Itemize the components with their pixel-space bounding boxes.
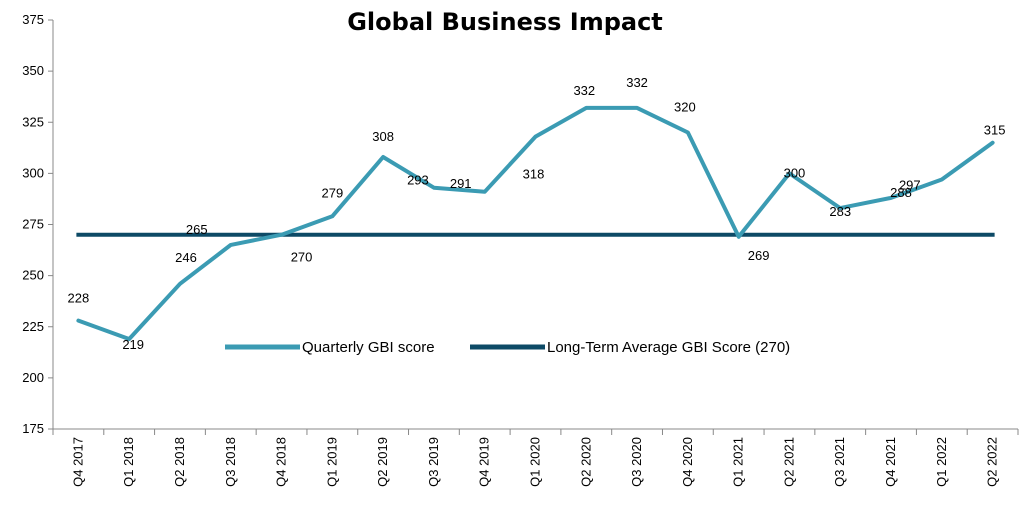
x-tick-label: Q4 2020 (680, 437, 695, 487)
x-tick-label: Q2 2019 (375, 437, 390, 487)
data-label: 288 (890, 185, 912, 200)
data-label: 300 (784, 165, 806, 180)
data-label: 291 (450, 176, 472, 191)
data-label: 315 (984, 123, 1006, 138)
x-tick-label: Q4 2019 (477, 437, 492, 487)
y-axis: 175 200 225 250 275 300 325 350 375 (22, 12, 54, 436)
data-label: 219 (122, 337, 144, 352)
y-tick-label: 375 (22, 12, 44, 27)
data-labels: 228 219 246 265 270 279 308 293 291 318 332 332 320 2… (68, 75, 1006, 352)
data-label: 228 (68, 291, 90, 306)
x-tick-label: Q2 2021 (781, 437, 796, 487)
y-tick-label: 275 (22, 217, 44, 232)
y-tick-label: 250 (22, 268, 44, 283)
data-label: 297 (899, 178, 921, 193)
legend-label-average: Long-Term Average GBI Score (270) (547, 339, 790, 356)
x-tick-label: Q1 2019 (324, 437, 339, 487)
x-axis: Q4 2017 Q1 2018 Q2 2018 Q3 2018 Q4 2018 Q1 20… (52, 428, 1019, 487)
data-label: 270 (291, 250, 313, 265)
x-tick-label: Q4 2017 (70, 437, 85, 487)
y-tick-label: 175 (22, 421, 44, 436)
data-label: 279 (321, 185, 343, 200)
data-label: 320 (674, 99, 696, 114)
series-layer (76, 105, 995, 341)
y-tick-label: 325 (22, 114, 44, 129)
data-label: 265 (186, 222, 208, 237)
x-tick-label: Q3 2021 (832, 437, 847, 487)
data-label: 318 (523, 167, 545, 182)
y-tick-label: 300 (22, 165, 44, 180)
chart-title: Global Business Impact (347, 8, 663, 36)
x-tick-label: Q2 2018 (172, 437, 187, 487)
data-label: 283 (829, 204, 851, 219)
y-tick-label: 200 (22, 370, 44, 385)
x-tick-label: Q1 2021 (731, 437, 746, 487)
data-label: 293 (407, 173, 429, 188)
x-tick-label: Q3 2019 (426, 437, 441, 487)
legend: Quarterly GBI score Long-Term Average GB… (225, 339, 790, 356)
legend-label-quarterly: Quarterly GBI score (302, 339, 435, 356)
x-tick-label: Q4 2018 (274, 437, 289, 487)
x-tick-label: Q1 2022 (934, 437, 949, 487)
x-tick-label: Q1 2018 (121, 437, 136, 487)
data-label: 332 (573, 83, 595, 98)
y-tick-label: 350 (22, 63, 44, 78)
data-label: 332 (626, 75, 648, 90)
data-label: 246 (175, 250, 197, 265)
data-label: 308 (372, 129, 394, 144)
x-tick-label: Q1 2020 (528, 437, 543, 487)
x-tick-label: Q3 2018 (223, 437, 238, 487)
x-tick-label: Q2 2022 (985, 437, 1000, 487)
x-tick-label: Q4 2021 (883, 437, 898, 487)
data-label: 269 (748, 248, 770, 263)
x-tick-label: Q3 2020 (629, 437, 644, 487)
y-tick-label: 225 (22, 319, 44, 334)
x-tick-label: Q2 2020 (578, 437, 593, 487)
series-line-quarterly-gbi (76, 105, 995, 341)
